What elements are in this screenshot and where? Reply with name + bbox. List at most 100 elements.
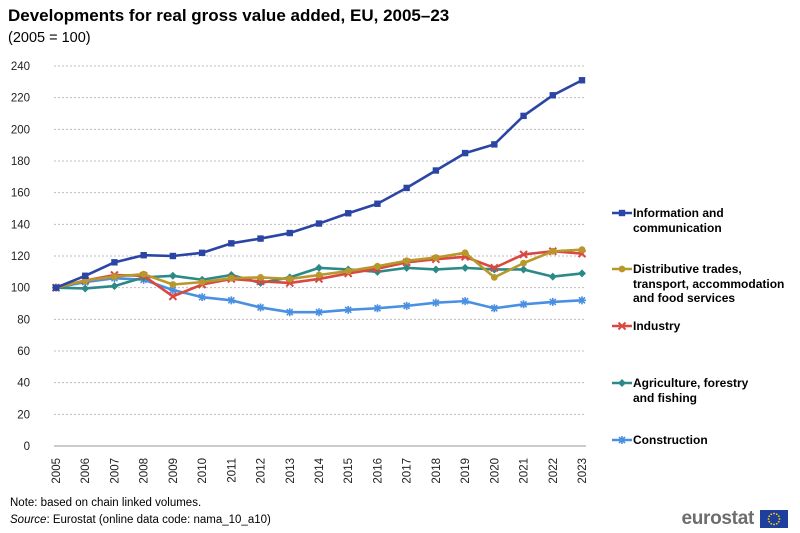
x-tick-label: 2006 <box>80 458 92 484</box>
x-tick-label: 2021 <box>519 458 531 484</box>
data-point <box>432 254 440 261</box>
series-0 <box>52 77 586 291</box>
footnote: Note: based on chain linked volumes. <box>10 497 202 509</box>
x-tick-label: 2016 <box>372 458 384 484</box>
legend-marker <box>612 379 632 387</box>
data-point <box>578 246 586 254</box>
legend-label: Agriculture, forestry and fishing <box>633 376 748 405</box>
x-tick-label: 2015 <box>343 458 355 484</box>
data-point <box>256 303 265 312</box>
source-line: Source: Eurostat (online data code: nama… <box>10 514 271 526</box>
data-point <box>490 273 498 281</box>
data-point <box>52 284 60 291</box>
legend-marker <box>612 321 632 331</box>
data-point <box>110 282 119 291</box>
data-point <box>491 141 498 148</box>
data-point <box>461 297 470 306</box>
data-point <box>111 259 118 266</box>
x-tick-label: 2008 <box>139 458 151 484</box>
y-tick-label: 220 <box>11 93 30 105</box>
data-point <box>111 273 118 280</box>
data-point <box>431 265 440 274</box>
flag-star <box>777 520 780 523</box>
x-tick-label: 2011 <box>226 458 238 483</box>
data-point <box>578 269 586 278</box>
data-point <box>519 265 528 274</box>
eu-flag-icon <box>760 510 788 528</box>
data-point <box>227 296 236 305</box>
data-point <box>82 272 89 279</box>
data-point <box>140 252 147 259</box>
x-tick-label: 2010 <box>197 458 209 484</box>
flag-star <box>768 515 771 518</box>
data-point <box>81 284 90 293</box>
data-point <box>315 308 323 317</box>
series-group <box>51 77 587 317</box>
series-1 <box>52 246 586 292</box>
data-point <box>374 200 381 207</box>
data-point <box>344 267 352 275</box>
data-point <box>286 229 293 237</box>
data-point <box>461 263 470 272</box>
flag-star <box>767 518 770 520</box>
chart-title: Developments for real gross value added,… <box>8 6 450 25</box>
data-point <box>315 263 323 272</box>
gridlines <box>54 65 586 447</box>
legend-label: Industry <box>633 319 680 334</box>
x-tick-label: 2005 <box>51 458 63 484</box>
flag-star <box>773 523 775 526</box>
data-point <box>520 259 527 267</box>
y-tick-label: 120 <box>11 251 30 263</box>
x-tick-label: 2014 <box>314 457 326 483</box>
x-tick-label: 2013 <box>285 458 297 484</box>
y-tick-label: 100 <box>11 283 30 295</box>
legend-label-line: Industry <box>633 319 681 333</box>
legend-label-line: Construction <box>633 433 708 447</box>
data-point <box>198 249 206 257</box>
data-point <box>315 220 323 227</box>
data-point <box>168 292 178 301</box>
legend-label-line: and food services <box>633 291 736 305</box>
x-axis-ticks: 2005 2006 2007 2008 2009 2010 2011 2012 2013 2014… <box>51 457 589 483</box>
data-point <box>315 271 323 279</box>
flag-star <box>778 518 781 520</box>
source-label: Source <box>10 514 47 526</box>
data-point <box>578 77 586 84</box>
data-point <box>461 249 469 257</box>
y-tick-label: 0 <box>24 441 30 453</box>
y-tick-label: 40 <box>17 378 30 390</box>
flag-star <box>775 513 778 516</box>
data-point <box>578 296 586 305</box>
chart-subtitle: (2005 = 100) <box>8 30 91 46</box>
data-point <box>490 304 499 313</box>
y-tick-label: 140 <box>11 219 30 231</box>
y-axis-ticks: 0 20 40 60 80 100 120 140 160 180 200 220 240 <box>11 61 30 453</box>
data-point <box>520 112 527 120</box>
legend-label-line: Agriculture, forestry <box>633 376 749 390</box>
x-tick-label: 2023 <box>577 458 589 484</box>
x-tick-label: 2018 <box>431 458 443 484</box>
flag-star <box>770 522 773 525</box>
data-point <box>549 92 556 99</box>
data-point <box>373 304 382 313</box>
legend-marker-symbol <box>618 436 626 444</box>
legend-label: Distributive trades, transport, accommoda… <box>633 262 784 306</box>
legend-label-line: and fishing <box>633 390 697 405</box>
data-point <box>519 250 528 259</box>
x-tick-label: 2007 <box>109 458 121 484</box>
legend-marker <box>612 436 632 444</box>
eurostat-logo: eurostat <box>648 508 788 529</box>
data-point <box>168 286 177 295</box>
flag-star <box>768 520 771 523</box>
source-text: : Eurostat (online data code: nama_10_a1… <box>46 514 271 526</box>
data-point <box>169 252 177 260</box>
data-point <box>549 247 557 255</box>
data-point <box>374 262 381 270</box>
legend-marker-symbol <box>618 265 626 273</box>
y-tick-label: 20 <box>17 409 30 421</box>
data-point <box>285 308 294 317</box>
data-point <box>198 278 206 286</box>
flag-star <box>777 515 780 518</box>
x-tick-label: 2019 <box>460 458 472 484</box>
